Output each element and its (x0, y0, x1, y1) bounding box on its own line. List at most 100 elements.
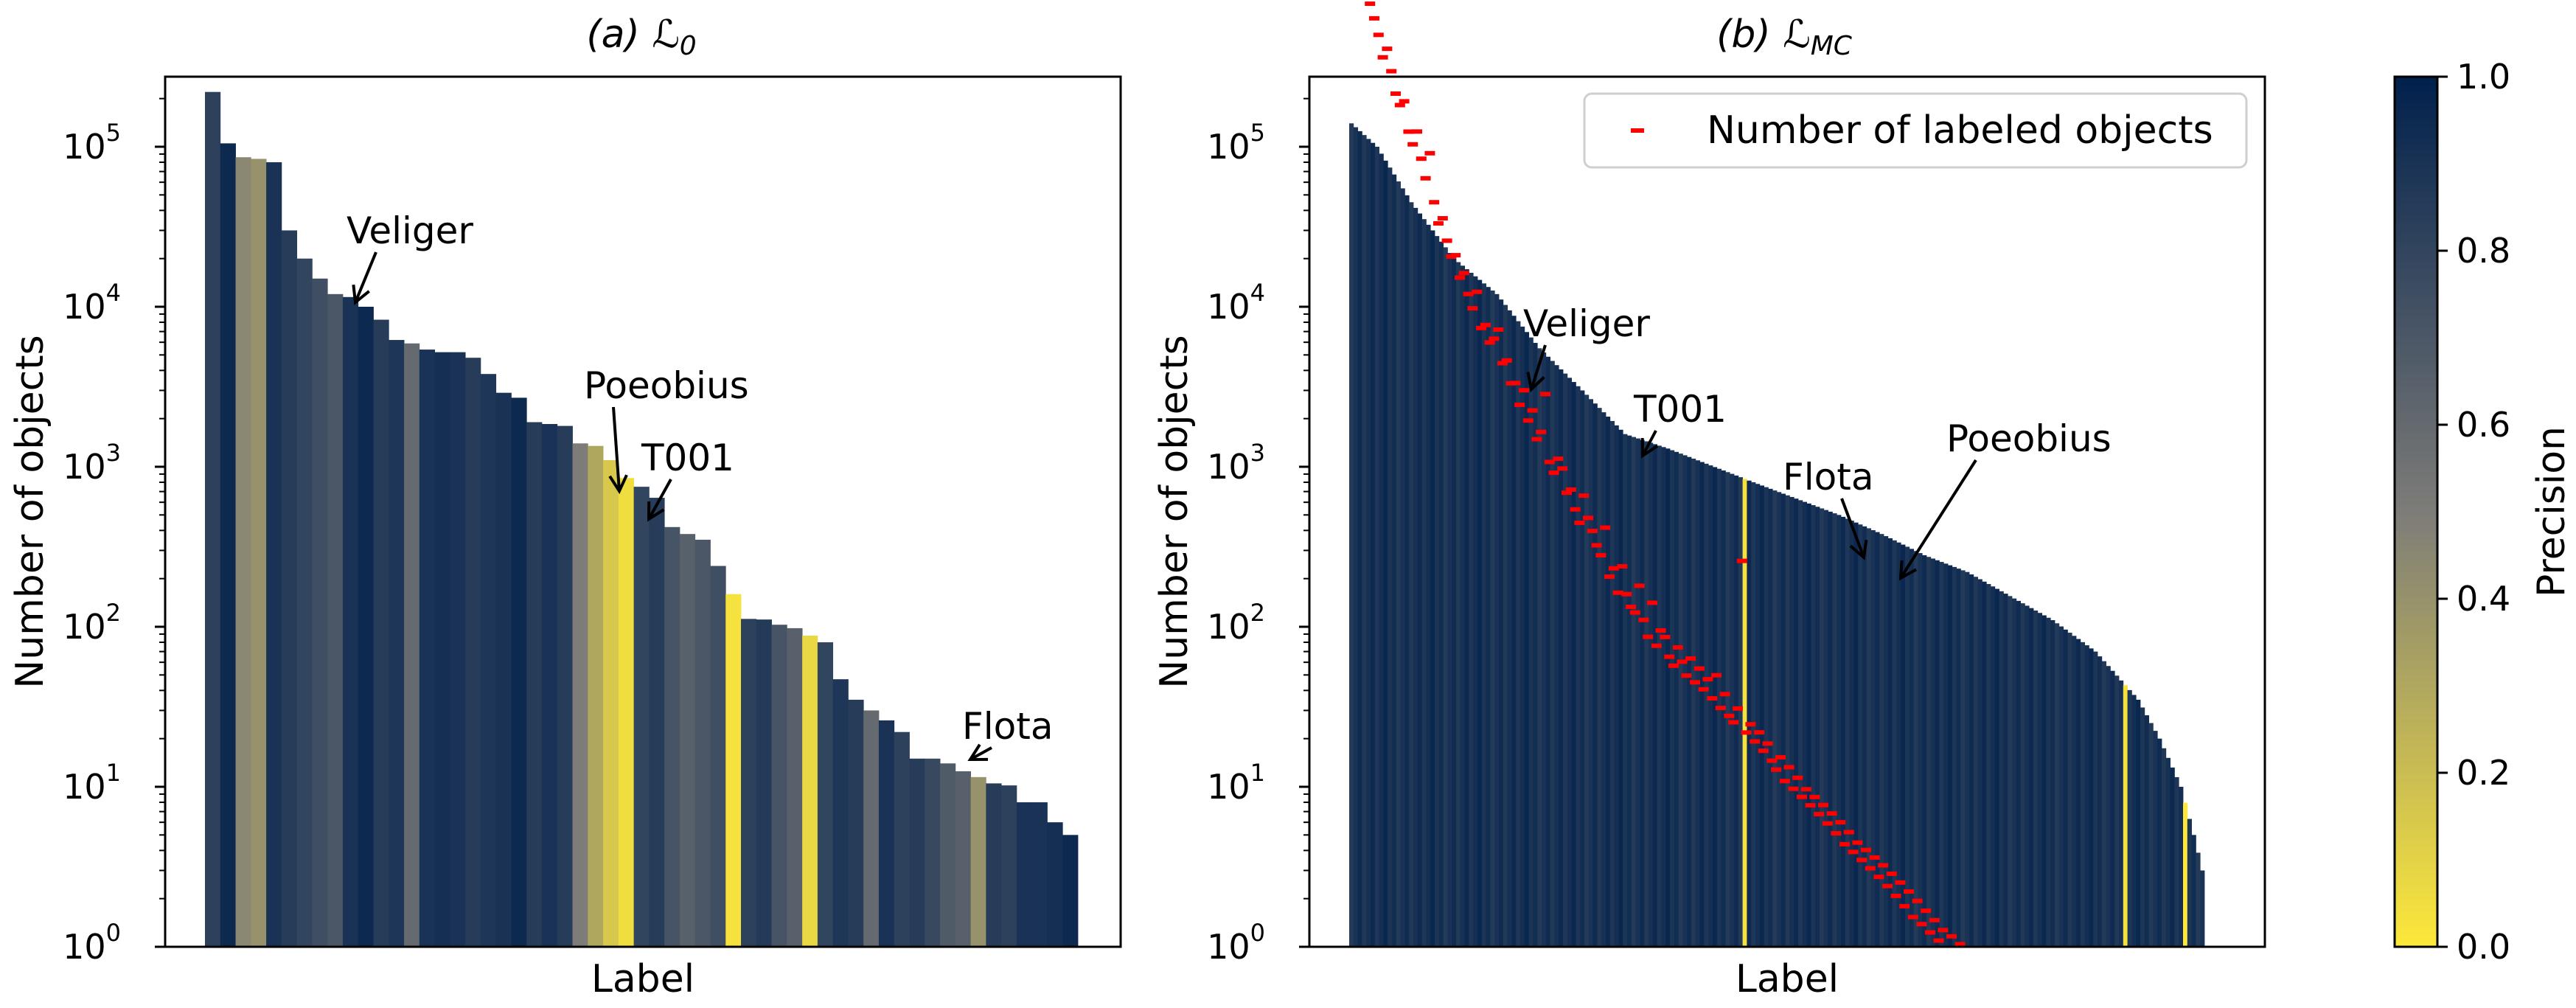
bar-b-148 (1982, 581, 1987, 947)
legend-label: Number of labeled objects (1707, 108, 2213, 153)
panel-b-ytick-exp-5: 5 (1250, 119, 1265, 147)
annotation-arrow-a-1 (612, 406, 621, 492)
annotation-arrow-a-0 (354, 251, 377, 303)
bar-b-23 (1447, 253, 1452, 947)
bar-a-19 (495, 392, 512, 947)
bar-b-88 (1725, 472, 1730, 947)
panel-b-ytick-base-4: 10 (1207, 287, 1250, 327)
bar-b-52 (1571, 382, 1576, 947)
bar-b-70 (1649, 442, 1654, 947)
annotation-a-veliger: Veliger (347, 209, 473, 252)
annotation-arrowhead-a-1 (608, 474, 628, 495)
bar-b-191 (2165, 757, 2171, 947)
bar-a-56 (1062, 835, 1079, 947)
labeled-point-b-72 (1655, 628, 1666, 633)
panel-b-ytick-label-4: 104 (1207, 279, 1265, 327)
labeled-point-b-33 (1489, 336, 1500, 341)
panel-a-ytick-label-0: 100 (63, 919, 121, 967)
bar-b-176 (2101, 661, 2106, 947)
annotation-arrowhead-b-2 (1849, 539, 1868, 560)
bar-a-34 (725, 594, 742, 947)
labeled-point-b-130 (1904, 889, 1914, 894)
panel-a-ytick-exp-5: 5 (106, 119, 121, 147)
labeled-point-b-10 (1390, 91, 1401, 97)
bar-a-10 (358, 307, 374, 947)
bar-b-57 (1592, 403, 1598, 947)
bar-b-187 (2148, 723, 2154, 947)
colorbar-tick-label-3: 0.6 (2457, 405, 2510, 445)
labeled-point-b-19 (1429, 200, 1440, 205)
bar-b-83 (1704, 463, 1709, 947)
legend-box (1583, 92, 2248, 169)
annotation-arrow-b-2 (1840, 498, 1865, 558)
bar-a-40 (817, 642, 834, 947)
panel-b-title: (b) ℒMC (1716, 13, 1853, 61)
panel-b-ytick-exp-0: 0 (1250, 919, 1265, 947)
labeled-point-b-50 (1562, 490, 1572, 496)
bar-b-96 (1759, 485, 1764, 947)
labeled-point-b-105 (1797, 794, 1807, 799)
bar-b-85 (1713, 467, 1718, 947)
bar-b-17 (1421, 219, 1427, 948)
bar-b-166 (2058, 626, 2064, 947)
bar-b-41 (1524, 332, 1529, 948)
labeled-point-b-97 (1762, 741, 1773, 746)
labeled-point-b-88 (1724, 713, 1735, 718)
panel-b-ytick-base-5: 10 (1207, 127, 1250, 167)
panel-a-ytick-label-3: 103 (63, 439, 121, 487)
bar-b-105 (1798, 500, 1803, 947)
panel-b-ytick-label-2: 102 (1207, 599, 1265, 647)
bar-b-189 (2157, 738, 2162, 947)
bar-b-160 (2033, 610, 2039, 947)
bar-b-158 (2025, 605, 2030, 947)
bar-b-133 (1918, 553, 1923, 947)
bar-a-17 (465, 358, 481, 947)
bar-b-36 (1503, 305, 1508, 947)
bar-b-156 (2016, 600, 2021, 947)
panel-b-ytick-base-0: 10 (1207, 927, 1250, 967)
bar-b-8 (1383, 160, 1388, 947)
labeled-point-b-31 (1480, 322, 1491, 327)
labeled-point-b-22 (1441, 238, 1452, 243)
bar-b-25 (1456, 262, 1461, 947)
colorbar-tick-label-5: 1.0 (2457, 57, 2510, 97)
bar-b-49 (1559, 369, 1564, 948)
bars-b (1349, 123, 2205, 948)
bar-b-197 (2191, 835, 2196, 947)
bar-b-3 (1362, 135, 1367, 947)
bar-b-144 (1965, 571, 1970, 947)
bar-b-58 (1597, 408, 1602, 947)
labeled-point-b-49 (1557, 466, 1568, 471)
labeled-point-b-108 (1809, 794, 1820, 799)
bar-b-128 (1896, 542, 1901, 947)
annotation-a-t001: T001 (641, 437, 734, 479)
labeled-point-b-101 (1779, 779, 1790, 784)
panel-b-ytick-label-5: 105 (1207, 119, 1265, 167)
bar-b-47 (1550, 361, 1555, 948)
bar-b-48 (1554, 365, 1559, 947)
bar-a-44 (878, 720, 895, 947)
labeled-point-b-32 (1484, 340, 1495, 345)
labeled-point-b-120 (1861, 847, 1871, 852)
bar-a-20 (511, 397, 527, 947)
bar-b-181 (2123, 685, 2128, 947)
bar-b-9 (1388, 167, 1393, 947)
bar-a-47 (925, 758, 941, 947)
legend: Number of labeled objects (1583, 92, 2248, 169)
annotation-b-t001: T001 (1633, 388, 1727, 431)
labeled-point-b-68 (1638, 617, 1649, 622)
panel-a-ytick-exp-4: 4 (106, 279, 121, 307)
labeled-point-b-84 (1707, 696, 1718, 701)
bar-b-198 (2196, 852, 2201, 947)
panel-a-ytick-label-1: 101 (63, 759, 121, 807)
labeled-point-b-138 (1938, 928, 1949, 933)
bar-b-98 (1768, 488, 1773, 947)
bar-b-186 (2144, 715, 2149, 947)
bar-b-80 (1691, 459, 1696, 947)
bar-b-63 (1618, 429, 1623, 947)
labeled-point-b-133 (1916, 922, 1927, 927)
labeled-point-b-117 (1848, 849, 1859, 855)
labeled-point-b-119 (1856, 858, 1867, 863)
